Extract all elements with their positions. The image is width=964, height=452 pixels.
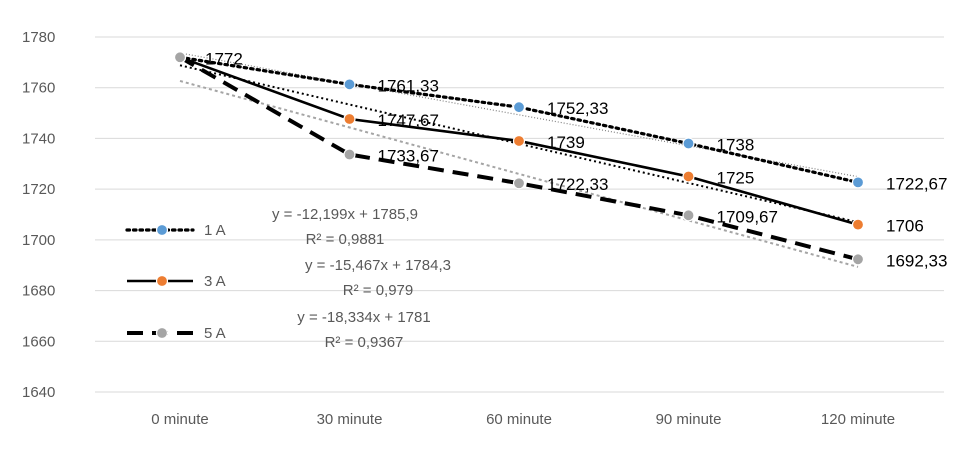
data-point — [682, 170, 695, 183]
data-point — [851, 218, 865, 231]
data-label: 1747,67 — [378, 111, 439, 130]
y-tick-label: 1720 — [22, 181, 55, 198]
data-label: 1772 — [205, 49, 243, 68]
legend-marker — [155, 223, 169, 237]
x-tick-label: 0 minute — [151, 411, 209, 428]
y-tick-label: 1740 — [22, 130, 55, 147]
data-point — [343, 148, 356, 161]
data-label: 1733,67 — [378, 146, 439, 165]
data-point — [343, 78, 356, 91]
y-tick-label: 1640 — [22, 384, 55, 401]
x-tick-label: 60 minute — [486, 411, 552, 428]
trendline — [179, 52, 859, 178]
legend: 1 A y = -12,199x + 1785,9 R² = 0,9881 3 A y … — [125, 206, 451, 351]
legend-marker — [155, 326, 169, 340]
y-tick-label: 1760 — [22, 80, 55, 97]
y-tick-label: 1700 — [22, 232, 55, 249]
data-point — [173, 51, 187, 64]
data-point — [512, 134, 526, 148]
data-label: 1738 — [717, 136, 755, 155]
legend-label: 3 A — [204, 273, 226, 290]
data-point — [851, 176, 865, 189]
data-label: 1739 — [547, 133, 585, 152]
data-label: 1709,67 — [717, 207, 778, 226]
trendline-r2: R² = 0,9881 — [306, 231, 385, 248]
x-axis-ticks: 0 minute 30 minute 60 minute 90 minute 120 m… — [151, 411, 895, 428]
trendline-equation: y = -18,334x + 1781 — [297, 309, 430, 326]
data-point — [512, 101, 526, 114]
data-label: 1722,67 — [886, 174, 947, 193]
data-point — [512, 177, 526, 190]
x-tick-label: 30 minute — [317, 411, 383, 428]
series — [173, 51, 865, 266]
trendline — [179, 64, 859, 224]
data-point — [682, 137, 695, 150]
trendline-equation: y = -15,467x + 1784,3 — [305, 257, 451, 274]
data-point — [851, 253, 865, 266]
series-line — [178, 55, 860, 184]
data-labels: 1772 1761,33 1752,33 1738 1722,67 1747,67 1739… — [205, 49, 947, 270]
legend-label: 1 A — [204, 222, 226, 239]
y-tick-label: 1660 — [22, 333, 55, 350]
trendlines — [179, 52, 859, 268]
data-label: 1725 — [717, 168, 755, 187]
legend-marker — [155, 274, 169, 288]
x-tick-label: 90 minute — [656, 411, 722, 428]
trendline-r2: R² = 0,979 — [343, 282, 413, 299]
data-label: 1761,33 — [378, 76, 439, 95]
data-label: 1706 — [886, 217, 924, 236]
data-point — [682, 209, 695, 222]
y-tick-label: 1680 — [22, 283, 55, 300]
trendline-equation: y = -12,199x + 1785,9 — [272, 206, 418, 223]
series-line — [179, 55, 859, 262]
y-tick-label: 1780 — [22, 29, 55, 46]
x-tick-label: 120 minute — [821, 411, 895, 428]
trendline-r2: R² = 0,9367 — [325, 334, 404, 351]
data-label: 1692,33 — [886, 251, 947, 270]
legend-label: 5 A — [204, 325, 226, 342]
data-point — [343, 112, 356, 126]
y-axis-ticks: 1640 1660 1680 1700 1720 1740 1760 1780 — [22, 29, 55, 401]
data-label: 1752,33 — [547, 99, 608, 118]
data-label: 1722,33 — [547, 175, 608, 194]
